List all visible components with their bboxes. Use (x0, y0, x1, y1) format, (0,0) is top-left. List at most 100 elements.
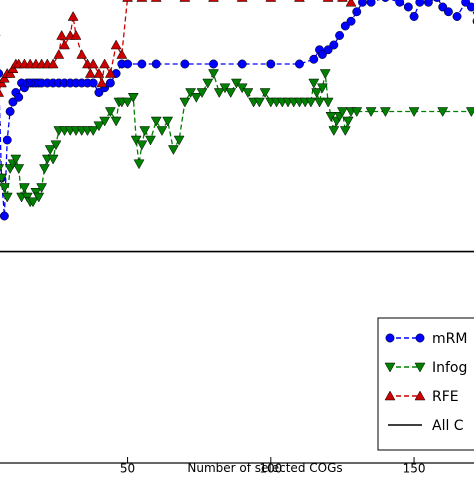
data-point-infogain (351, 107, 363, 118)
series-mrmr (0, 0, 474, 221)
legend-marker-infogain (414, 362, 426, 373)
data-point-mrmr (5, 107, 15, 116)
data-point-mrmr (433, 0, 441, 2)
data-point-mrmr (88, 78, 98, 88)
data-point-infogain (145, 135, 156, 146)
data-point-infogain (311, 88, 323, 99)
legend-entry-all-cogs: All C (388, 418, 464, 434)
data-point-infogain (190, 93, 202, 103)
data-point-rfe (208, 0, 219, 2)
data-point-infogain (33, 192, 45, 203)
series-line-rfe (0, 0, 354, 91)
data-point-mrmr (137, 59, 147, 69)
data-point-mrmr (2, 135, 12, 145)
x-tick-label: 50 (120, 461, 135, 474)
legend-marker-mrmr (385, 333, 395, 343)
series-layer (0, 0, 474, 253)
data-point-mrmr (358, 0, 367, 7)
data-point-infogain (173, 135, 185, 146)
data-point-rfe (294, 0, 305, 2)
data-point-mrmr (105, 78, 115, 88)
data-point-mrmr (466, 2, 474, 12)
data-point-rfe (345, 0, 357, 7)
data-point-infogain (339, 126, 351, 137)
data-point-infogain (127, 93, 139, 103)
data-point-infogain (13, 164, 25, 175)
legend-entry-mrmr: mRM (385, 331, 467, 347)
data-point-infogain (342, 116, 354, 127)
legend-entry-infogain: Infog (384, 360, 467, 376)
data-point-rfe (104, 67, 116, 78)
plot-frame (0, 462, 474, 464)
data-point-rfe (322, 0, 334, 2)
data-point-rfe (67, 10, 79, 21)
legend-entry-rfe: RFE (384, 389, 459, 405)
data-point-rfe (84, 67, 96, 78)
legend-label-all-cogs: All C (432, 418, 464, 434)
data-point-mrmr (317, 50, 327, 59)
data-point-infogain (379, 107, 391, 118)
data-point-infogain (208, 69, 219, 80)
data-point-infogain (465, 107, 474, 118)
data-point-rfe (53, 48, 65, 59)
data-point-mrmr (209, 59, 218, 69)
data-point-mrmr (329, 40, 339, 50)
data-point-mrmr (452, 12, 462, 21)
data-point-rfe (70, 29, 82, 40)
data-point-infogain (225, 88, 237, 99)
data-point-infogain (10, 154, 22, 165)
data-point-infogain (162, 116, 174, 127)
data-point-mrmr (123, 59, 133, 69)
data-point-infogain (104, 107, 116, 118)
data-point-mrmr (151, 59, 161, 69)
data-point-rfe (96, 77, 108, 88)
data-point-rfe (47, 58, 59, 69)
legend: mRM Infog RFE All C (377, 317, 474, 451)
data-point-mrmr (395, 0, 405, 7)
data-point-infogain (0, 183, 10, 194)
data-point-rfe (0, 123, 2, 126)
x-tick-label: 150 (403, 461, 426, 474)
data-point-infogain (110, 116, 122, 127)
data-point-infogain (44, 145, 56, 156)
data-point-infogain (136, 140, 148, 151)
data-point-infogain (196, 88, 208, 99)
data-point-rfe (116, 48, 128, 59)
data-point-infogain (365, 107, 377, 118)
data-point-rfe (122, 0, 133, 2)
data-point-rfe (56, 29, 68, 40)
data-point-infogain (322, 97, 334, 108)
data-point-mrmr (438, 2, 448, 12)
data-point-infogain (308, 78, 320, 89)
data-point-infogain (133, 159, 145, 170)
ticks-layer: 50 100 150 (120, 457, 426, 475)
data-point-mrmr (352, 7, 362, 17)
data-point-infogain (93, 121, 105, 132)
data-point-rfe (99, 58, 111, 69)
data-point-mrmr (0, 69, 4, 78)
data-point-infogain (0, 164, 5, 172)
data-point-infogain (36, 183, 48, 194)
data-point-infogain (1, 192, 13, 203)
legend-marker-mrmr (415, 333, 425, 343)
data-point-infogain (305, 97, 317, 108)
data-point-infogain (179, 97, 191, 108)
data-point-mrmr (14, 92, 24, 102)
data-point-infogain (167, 145, 179, 156)
data-point-rfe (265, 0, 277, 2)
legend-marker-rfe (384, 390, 396, 401)
data-point-infogain (316, 83, 328, 94)
data-point-rfe (110, 39, 122, 50)
data-point-infogain (337, 107, 348, 118)
data-point-mrmr (340, 21, 350, 31)
data-point-mrmr (443, 7, 453, 17)
x-tick-label: 100 (259, 461, 282, 474)
data-point-rfe (179, 0, 191, 2)
x-axis-label: Number of selected COGs (187, 461, 342, 474)
data-point-rfe (87, 58, 99, 69)
data-point-infogain (139, 126, 151, 137)
data-point-infogain (242, 88, 254, 99)
data-point-mrmr (409, 12, 419, 21)
